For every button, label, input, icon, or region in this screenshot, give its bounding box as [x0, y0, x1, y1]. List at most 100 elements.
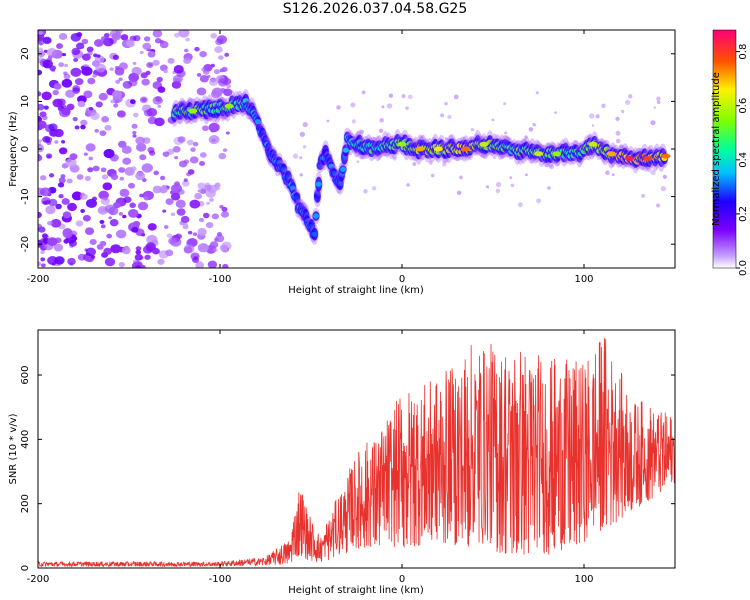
spectrogram-noise-cell — [183, 178, 188, 182]
spectrogram-noise-cell — [62, 211, 72, 219]
spectrogram-noise-cell — [65, 157, 77, 168]
spectrogram-noise-cell — [135, 171, 145, 181]
spectrogram-noise-cell — [38, 47, 44, 53]
spectrogram-noise-cell — [91, 60, 100, 67]
spectrogram-noise-cell — [42, 115, 48, 121]
spectrogram-noise-cell — [121, 145, 132, 154]
colorbar — [712, 29, 737, 269]
spectrogram-noise-cell — [144, 254, 151, 260]
spectrogram-x-axis-label: Height of straight line (km) — [288, 285, 424, 296]
spectrogram-noise-cell — [110, 244, 122, 254]
spectrogram-noise-cell — [204, 184, 212, 191]
spectrogram-noise-cell — [133, 112, 139, 118]
spectrogram-noise-cell — [61, 140, 66, 144]
spectrogram-hot-spot — [415, 146, 425, 152]
spectrogram-noise-cell — [220, 211, 230, 218]
spectrogram-noise-cell — [71, 47, 81, 56]
spectrogram-noise-cell — [198, 217, 205, 223]
spectrogram-noise-cell — [103, 32, 110, 38]
spectrogram-noise-cell — [58, 147, 68, 155]
spectrogram-noise-cell — [132, 130, 137, 135]
spectrogram-hot-spot — [625, 156, 634, 162]
spectrogram-noise-cell — [99, 219, 105, 224]
spectrogram-noise-cell — [42, 59, 53, 69]
spectrogram-noise-cell — [61, 198, 70, 205]
spectrogram-noise-cell — [135, 246, 142, 251]
spectrogram-noise-cell — [168, 237, 177, 245]
snr-x-axis-label: Height of straight line (km) — [288, 585, 424, 596]
snr-x-tick-label: -200 — [27, 574, 50, 585]
spectrogram-noise-cell — [208, 78, 218, 86]
spectrogram-noise-cell — [165, 198, 174, 205]
spectrogram-faint-cell — [392, 156, 397, 161]
spectrogram-noise-cell — [99, 207, 106, 213]
spectrogram-noise-cell — [197, 189, 202, 193]
spectrogram-noise-cell — [202, 212, 210, 219]
spectrogram-faint-cell — [605, 170, 610, 175]
spectrogram-noise-cell — [81, 38, 89, 45]
spectrogram-hot-spot — [224, 103, 234, 109]
spectrogram-faint-cell — [363, 189, 368, 194]
spectrogram-noise-cell — [38, 261, 42, 267]
spectrogram-faint-cell — [336, 105, 341, 110]
spectrogram-noise-cell — [38, 69, 43, 76]
spectrogram-noise-cell — [193, 255, 199, 260]
spectrogram-ridge-cell — [342, 147, 349, 153]
spectrogram-ridge-cell — [322, 148, 329, 155]
spectrogram-hot-spot — [606, 151, 616, 157]
spectrogram-y-tick-label: 10 — [20, 95, 31, 108]
spectrogram-noise-cell — [112, 54, 119, 60]
spectrogram-noise-cell — [131, 80, 138, 86]
spectrogram-noise-cell — [53, 83, 62, 90]
spectrogram-noise-cell — [176, 208, 186, 216]
spectrogram-noise-cell — [159, 64, 168, 72]
spectrogram-noise-cell — [40, 257, 46, 262]
spectrogram-noise-cell — [170, 212, 176, 217]
spectrogram-noise-cell — [175, 199, 186, 209]
spectrogram-noise-cell — [58, 177, 66, 184]
spectrogram-noise-cell — [75, 78, 84, 86]
spectrogram-noise-cell — [172, 74, 183, 84]
spectrogram-faint-cell — [299, 173, 303, 177]
spectrogram-noise-cell — [139, 154, 147, 161]
spectrogram-noise-cell — [86, 46, 94, 53]
spectrogram-noise-cell — [93, 53, 98, 58]
spectrogram-noise-cell — [130, 99, 136, 105]
spectrogram-y-tick-label: -20 — [20, 236, 31, 252]
spectrogram-noise-cell — [210, 63, 215, 68]
spectrogram-noise-cell — [116, 198, 123, 204]
spectrogram-faint-cell — [444, 101, 448, 106]
spectrogram-noise-cell — [69, 153, 78, 160]
spectrogram-noise-cell — [152, 185, 162, 194]
spectrogram-noise-cell — [140, 72, 148, 79]
spectrogram-ridge-cell — [285, 174, 292, 180]
spectrogram-noise-cell — [218, 152, 227, 160]
spectrogram-noise-cell — [41, 91, 52, 101]
spectrogram-noise-cell — [202, 125, 209, 132]
spectrogram-noise-cell — [139, 193, 144, 198]
spectrogram-noise-cell — [104, 124, 112, 131]
spectrogram-noise-cell — [183, 57, 191, 65]
snr-x-tick-label: -100 — [209, 574, 232, 585]
spectrogram-noise-cell — [135, 142, 147, 152]
spectrogram-faint-cell — [292, 153, 299, 159]
spectrogram-noise-cell — [165, 249, 174, 257]
spectrogram-noise-cell — [67, 257, 76, 266]
figure-title: S126.2026.037.04.58.G25 — [282, 1, 468, 17]
spectrogram-faint-cell — [588, 134, 592, 138]
spectrogram-noise-cell — [45, 205, 56, 215]
spectrogram-noise-cell — [186, 139, 194, 146]
spectrogram-noise-cell — [74, 125, 80, 130]
spectrogram-noise-cell — [183, 246, 193, 254]
spectrogram-noise-cell — [189, 156, 199, 164]
spectrogram-faint-cell — [653, 106, 657, 109]
spectrogram-noise-cell — [90, 112, 100, 121]
spectrogram-faint-cell — [408, 94, 413, 100]
spectrogram-faint-cell — [650, 120, 656, 126]
spectrogram-noise-cell — [206, 201, 210, 205]
spectrogram-noise-cell — [192, 232, 198, 236]
spectrogram-noise-cell — [214, 46, 223, 54]
spectrogram-noise-cell — [119, 188, 130, 197]
spectrogram-noise-cell — [80, 124, 86, 130]
spectrogram-x-tick-label: -200 — [27, 274, 50, 285]
